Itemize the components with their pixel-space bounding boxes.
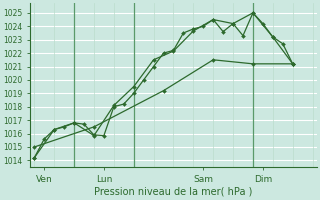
X-axis label: Pression niveau de la mer( hPa ): Pression niveau de la mer( hPa ) <box>94 187 252 197</box>
